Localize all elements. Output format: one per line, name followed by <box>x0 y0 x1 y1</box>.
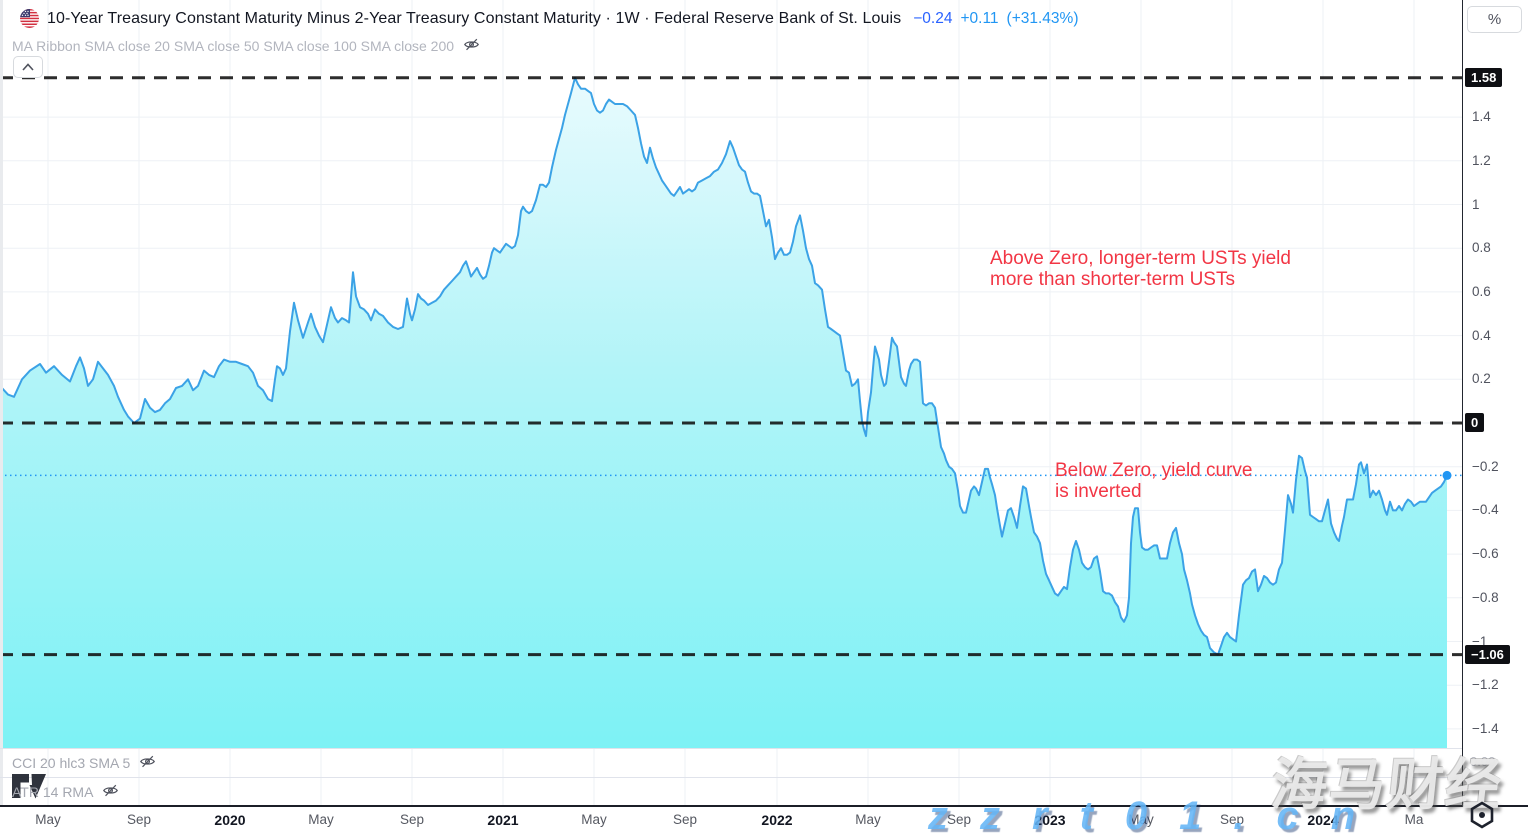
time-tick-label: Sep <box>672 812 698 827</box>
time-axis-border <box>0 805 1528 807</box>
indicator-ma-ribbon[interactable]: MA Ribbon SMA close 20 SMA close 50 SMA … <box>12 36 480 56</box>
pane-separator[interactable] <box>0 748 1462 749</box>
eye-off-icon[interactable] <box>463 36 480 56</box>
time-tick-label: 2022 <box>761 812 793 828</box>
chevron-up-icon <box>22 63 34 71</box>
cci-label: CCI 20 hlc3 SMA 5 <box>12 755 131 771</box>
price-tick-label: −0.6 <box>1472 546 1499 562</box>
spread-line <box>0 76 1448 656</box>
time-tick-label: 2020 <box>214 812 246 828</box>
collapse-pane-button[interactable] <box>13 56 43 78</box>
price-tick-label: 0.8 <box>1472 240 1491 256</box>
eye-off-icon[interactable] <box>102 782 119 802</box>
time-tick-label: May <box>581 812 607 827</box>
price-tick-label: 1 <box>1472 196 1480 212</box>
price-tick-label: −1.4 <box>1472 720 1499 736</box>
time-tick-label: 2021 <box>487 812 519 828</box>
symbol-header: 10-Year Treasury Constant Maturity Minus… <box>20 9 1079 28</box>
price-tick-label: 0.4 <box>1472 327 1491 343</box>
price-tick-label: −1.2 <box>1472 677 1499 693</box>
time-tick-label: Sep <box>399 812 425 827</box>
symbol-title[interactable]: 10-Year Treasury Constant Maturity Minus… <box>47 9 902 27</box>
price-scale[interactable]: 1.4 1.2 1 0.8 0.6 0.4 0.2 −0.2 −0.4 −0.6 −0.8 −1 −1.… <box>1463 0 1528 805</box>
indicator-atr[interactable]: ATR 14 RMA <box>12 782 119 802</box>
time-tick-label: May <box>308 812 334 827</box>
time-tick-label: May <box>35 812 61 827</box>
change-percent: (+31.43%) <box>1006 9 1079 27</box>
price-tick-label: −0.2 <box>1472 458 1499 474</box>
time-axis[interactable]: May Sep 2020 May Sep 2021 May Sep 2022 May Sep 2023… <box>0 807 1528 835</box>
hexagon-logo-icon <box>1468 801 1496 834</box>
price-chart-canvas[interactable] <box>0 0 1462 805</box>
ma-ribbon-label: MA Ribbon SMA close 20 SMA close 50 SMA … <box>12 38 455 54</box>
pane-separator[interactable] <box>0 777 1462 778</box>
area-fill <box>0 77 1447 749</box>
indicator-cci[interactable]: CCI 20 hlc3 SMA 5 <box>12 753 156 773</box>
time-tick-label: Ma <box>1404 812 1424 827</box>
price-tick-label: 0.2 <box>1472 371 1491 387</box>
last-point-marker <box>1442 470 1452 480</box>
price-level-badge: 0 <box>1465 413 1485 432</box>
time-tick-label: Sep <box>126 812 152 827</box>
us-flag-icon <box>20 9 39 28</box>
left-border <box>0 0 3 805</box>
price-tick-label: −0.8 <box>1472 589 1499 605</box>
last-value: −0.24 <box>913 9 953 27</box>
cci-axis-value: 0.00 <box>1470 754 1496 769</box>
time-tick-label: Sep <box>946 812 972 827</box>
time-tick-label: May <box>855 812 881 827</box>
time-tick-label: 2023 <box>1034 812 1066 828</box>
eye-off-icon[interactable] <box>139 753 156 773</box>
price-tick-label: 1.4 <box>1472 109 1491 125</box>
price-tick-label: −0.4 <box>1472 502 1499 518</box>
change-absolute: +0.11 <box>960 9 999 27</box>
price-scale-unit-button[interactable]: % <box>1467 6 1522 33</box>
price-axis-border <box>1462 0 1463 835</box>
time-tick-label: Sep <box>1219 812 1245 827</box>
price-tick-label: 1.2 <box>1472 152 1491 168</box>
price-tick-label: 0.6 <box>1472 283 1491 299</box>
time-tick-label: May <box>1128 812 1154 827</box>
time-tick-label: 2024 <box>1307 812 1339 828</box>
atr-label: ATR 14 RMA <box>12 784 94 800</box>
price-level-badge: −1.06 <box>1465 644 1510 664</box>
tradingview-logo-icon[interactable] <box>10 771 50 806</box>
price-level-badge: 1.58 <box>1465 67 1503 87</box>
